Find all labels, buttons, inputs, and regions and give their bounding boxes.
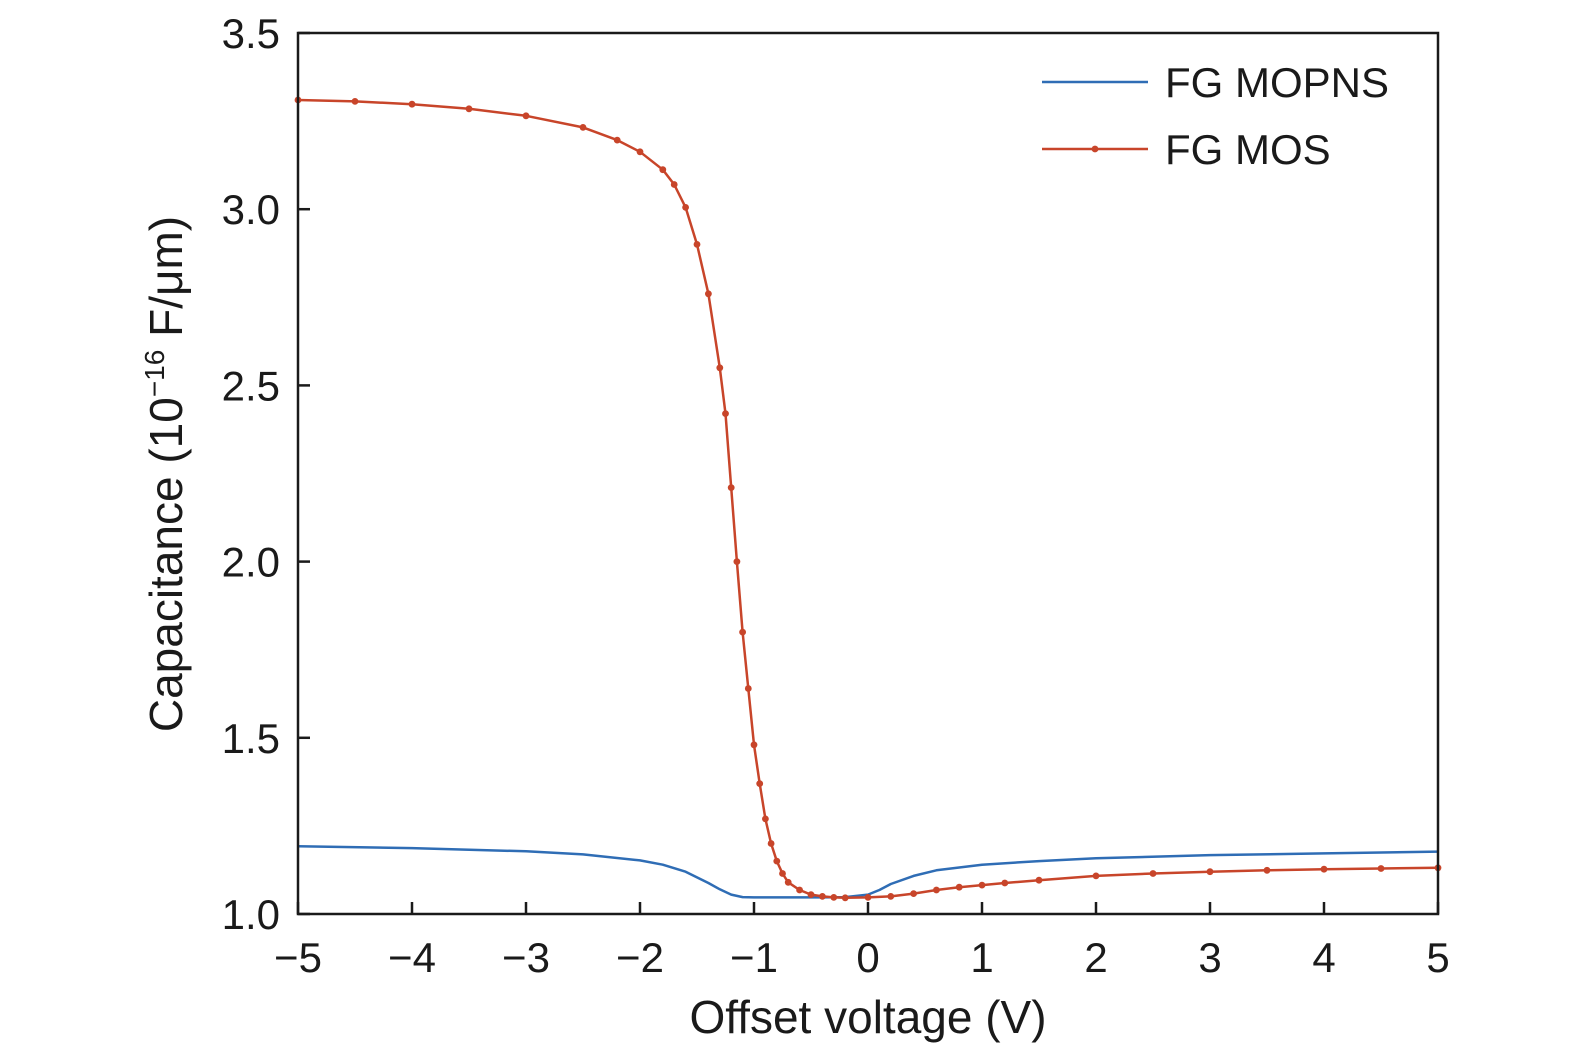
y-axis-title: Capacitance (10−16 F/μm) bbox=[139, 216, 192, 732]
data-point-fg-mos bbox=[705, 290, 712, 298]
data-point-fg-mos bbox=[636, 148, 644, 156]
data-point-fg-mos bbox=[351, 98, 359, 105]
y-axis-title-exponent: −16 bbox=[139, 350, 170, 398]
data-point-fg-mos bbox=[670, 181, 678, 188]
data-point-fg-mos bbox=[1092, 872, 1100, 880]
data-point-fg-mos bbox=[887, 893, 895, 900]
data-point-fg-mos bbox=[1001, 879, 1009, 887]
data-point-fg-mos bbox=[579, 124, 587, 131]
data-point-fg-mos bbox=[955, 883, 963, 891]
data-point-fg-mos bbox=[841, 894, 849, 902]
data-point-fg-mos bbox=[762, 815, 769, 823]
data-point-fg-mos bbox=[767, 840, 775, 847]
x-tick-label: −5 bbox=[274, 934, 322, 981]
data-point-fg-mos bbox=[978, 881, 986, 889]
legend-label-fg-mopns: FG MOPNS bbox=[1165, 59, 1389, 106]
data-point-fg-mos bbox=[819, 893, 826, 900]
data-point-fg-mos bbox=[773, 857, 781, 865]
data-point-fg-mos bbox=[659, 166, 667, 174]
data-point-fg-mos bbox=[722, 410, 729, 417]
y-axis-ticks: 1.0 1.5 2.0 2.5 3.0 3.5 bbox=[222, 10, 310, 938]
data-point-fg-mos bbox=[750, 741, 758, 749]
data-point-fg-mos bbox=[522, 112, 530, 120]
y-tick-label: 3.0 bbox=[222, 186, 280, 233]
data-point-fg-mos bbox=[796, 886, 803, 894]
y-axis-title-main: Capacitance (10 bbox=[140, 397, 192, 732]
data-point-fg-mos bbox=[1320, 865, 1328, 873]
y-axis-title-unit: F/μm) bbox=[140, 216, 192, 350]
data-point-fg-mos bbox=[1035, 876, 1043, 884]
legend-label-fg-mos: FG MOS bbox=[1165, 126, 1331, 173]
series-line-fg-mos bbox=[297, 98, 1439, 900]
y-tick-label: 1.0 bbox=[222, 891, 280, 938]
x-tick-label: 5 bbox=[1426, 934, 1449, 981]
data-point-fg-mos bbox=[807, 891, 815, 898]
x-tick-label: 0 bbox=[856, 934, 879, 981]
x-tick-label: −4 bbox=[388, 934, 436, 981]
data-point-fg-mos bbox=[864, 894, 872, 901]
data-point-fg-mos bbox=[910, 890, 917, 897]
data-point-fg-mos bbox=[727, 484, 735, 491]
data-point-fg-mos bbox=[1377, 865, 1385, 872]
series-line-fg-mopns bbox=[297, 845, 1439, 899]
y-tick-label: 2.5 bbox=[222, 362, 280, 409]
data-point-fg-mos bbox=[408, 100, 416, 108]
plot-lines bbox=[294, 96, 1442, 902]
x-axis-title: Offset voltage (V) bbox=[689, 991, 1046, 1043]
data-point-fg-mos bbox=[1263, 866, 1271, 874]
data-point-fg-mos bbox=[756, 780, 764, 787]
data-point-fg-mos bbox=[744, 685, 752, 692]
data-point-fg-mos bbox=[933, 886, 940, 894]
data-point-fg-mos bbox=[716, 364, 724, 372]
data-point-fg-mos bbox=[465, 105, 473, 113]
data-point-fg-mos bbox=[693, 241, 701, 248]
data-point-fg-mos bbox=[1206, 868, 1214, 876]
y-tick-label: 2.0 bbox=[222, 539, 280, 586]
x-tick-label: 2 bbox=[1084, 934, 1107, 981]
legend-marker-fg-mos bbox=[1091, 145, 1099, 153]
y-tick-label: 1.5 bbox=[222, 715, 280, 762]
x-tick-label: 4 bbox=[1312, 934, 1335, 981]
legend: FG MOPNS FG MOS bbox=[1042, 59, 1389, 173]
data-point-fg-mos bbox=[779, 870, 786, 877]
data-point-fg-mos bbox=[784, 878, 792, 886]
y-tick-label: 3.5 bbox=[222, 10, 280, 57]
series-markers-fg-mos bbox=[294, 96, 1442, 902]
data-point-fg-mos bbox=[1149, 870, 1157, 877]
x-tick-label: 1 bbox=[970, 934, 993, 981]
x-tick-label: −1 bbox=[730, 934, 778, 981]
data-point-fg-mos bbox=[733, 558, 741, 565]
data-point-fg-mos bbox=[830, 894, 838, 901]
data-point-fg-mos bbox=[682, 204, 689, 211]
data-point-fg-mos bbox=[613, 136, 621, 144]
x-tick-label: −2 bbox=[616, 934, 664, 981]
data-point-fg-mos bbox=[739, 628, 746, 636]
x-tick-label: −3 bbox=[502, 934, 550, 981]
x-tick-label: 3 bbox=[1198, 934, 1221, 981]
x-axis-ticks: −5 −4 −3 −2 −1 0 1 2 3 4 5 bbox=[274, 902, 1450, 981]
